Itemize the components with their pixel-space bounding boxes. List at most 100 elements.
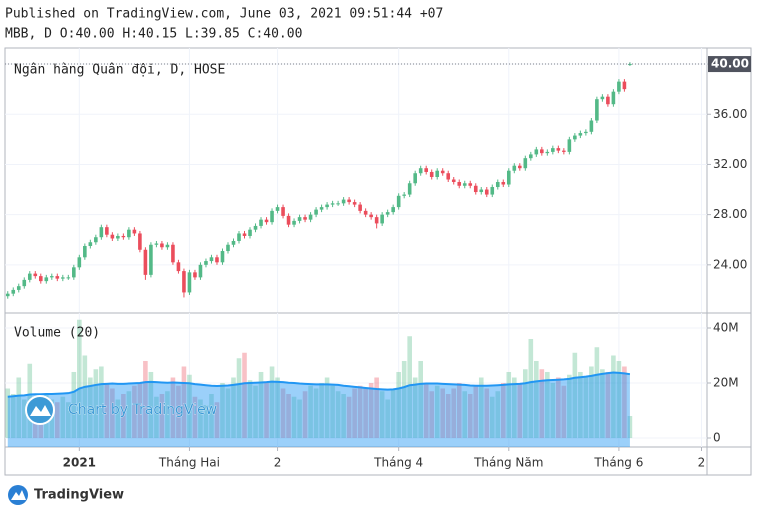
volume-bar [385, 399, 390, 439]
y-tick-label: 20M [713, 375, 739, 389]
volume-bar [600, 369, 605, 439]
candle-body [22, 279, 27, 287]
candle-body [242, 233, 247, 236]
candle-body [292, 220, 296, 225]
candle-body [226, 244, 230, 252]
volume-bar [110, 388, 115, 439]
candle-body [556, 148, 561, 151]
watermark: Chart by TradingView [25, 395, 217, 425]
volume-bar [517, 382, 523, 439]
volume-bar [121, 393, 126, 439]
candle-body [33, 273, 38, 277]
candle-body [253, 225, 258, 230]
volume-bar [401, 360, 407, 439]
candle-body [116, 235, 120, 239]
volume-bar [412, 377, 418, 439]
candle-body [380, 214, 384, 224]
candle-body [385, 212, 390, 215]
candle-body [308, 214, 313, 220]
volume-bar [93, 369, 99, 439]
volume-bar [445, 393, 451, 439]
symbol-title: Ngân hàng Quân đội, D, HOSE [14, 63, 225, 78]
candle-body [540, 149, 544, 154]
volume-bar [473, 385, 479, 439]
volume-bar [203, 405, 209, 439]
volume-bar [258, 371, 264, 439]
candle-body [44, 277, 49, 282]
volume-bar [352, 388, 357, 439]
candle-body [341, 199, 346, 204]
candle-body [595, 99, 599, 121]
candle-body [402, 194, 406, 196]
volume-bar [198, 399, 203, 439]
volume-bar [390, 388, 396, 439]
volume-bar [143, 360, 148, 439]
footer-logo: TradingView [8, 485, 124, 505]
volume-bar [55, 402, 60, 439]
candle-body [94, 237, 98, 243]
volume-bar [209, 393, 214, 439]
x-tick-label: Tháng 6 [593, 456, 643, 470]
candle-body [38, 276, 43, 282]
watermark-logo-wave [30, 405, 51, 416]
volume-bar [324, 377, 330, 439]
volume-bar [539, 369, 545, 439]
candle-body [88, 242, 93, 246]
candle-body [99, 227, 104, 238]
candle-body [138, 233, 142, 250]
candle-body [424, 168, 428, 172]
volume-bar [165, 391, 170, 439]
volume-bar [429, 391, 435, 439]
candle-body [237, 233, 241, 241]
volume-bar [423, 382, 429, 439]
candle-body [336, 203, 340, 205]
volume-bar [456, 382, 462, 439]
candle-body [495, 182, 500, 188]
volume-bar [528, 338, 534, 439]
volume-bar [126, 391, 132, 439]
candle-body [396, 195, 401, 208]
candle-body [248, 229, 252, 236]
watermark-logo [25, 395, 55, 425]
published-line: Published on TradingView.com, June 03, 2… [5, 7, 443, 22]
candle-body [303, 217, 307, 220]
candle-body [584, 131, 588, 134]
candle-body [83, 246, 87, 258]
volume-bar [269, 366, 275, 439]
footer-text: TradingView [34, 488, 124, 503]
volume-bar [16, 377, 22, 439]
candle-body [506, 170, 511, 185]
volume-bar [231, 377, 236, 439]
volume-bar [484, 388, 490, 439]
candle-body [16, 286, 21, 290]
candle-body [534, 149, 539, 155]
volume-bar [545, 371, 550, 439]
y-tick-label: 36.00 [713, 107, 747, 121]
candle-body [518, 165, 522, 169]
volume-bar [154, 396, 159, 439]
volume-bar [286, 393, 291, 439]
ohlc-legend: MBB, D O:40.00 H:40.15 L:39.85 C:40.00 [5, 27, 302, 42]
candle-body [501, 182, 506, 185]
volume-bar [407, 336, 412, 439]
volume-bar [550, 382, 556, 439]
volume-bar [148, 371, 154, 439]
volume-bar [313, 388, 319, 439]
candle-body [132, 229, 137, 234]
candle-body [457, 182, 462, 186]
volume-bar [418, 360, 423, 439]
candle-body [473, 185, 478, 193]
candle-body [275, 207, 280, 211]
volume-bar [589, 366, 594, 439]
volume-bar [341, 393, 346, 439]
volume-bar [330, 385, 335, 439]
candle-body [50, 276, 54, 278]
candle-body [567, 139, 572, 152]
last-price-box [708, 56, 751, 73]
candle-body [330, 203, 335, 205]
volume-bar [363, 388, 368, 439]
volume-bar [346, 396, 352, 439]
volume-bar [572, 352, 578, 439]
volume-bar [627, 416, 633, 439]
footer-logo-wave [11, 490, 26, 500]
